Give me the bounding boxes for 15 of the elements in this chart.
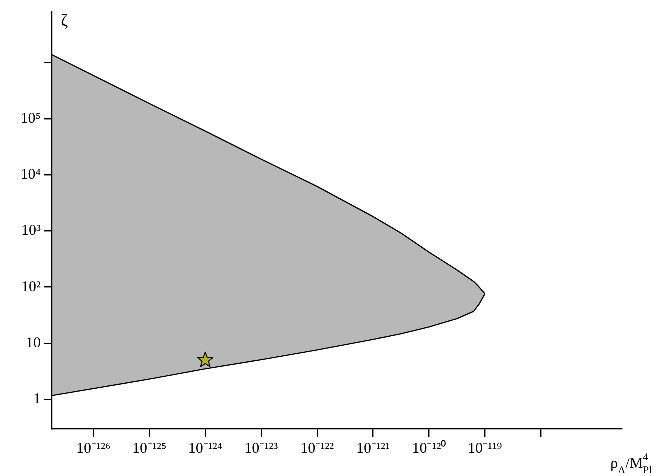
x-tick-label: 10⁻¹²⁶	[76, 440, 111, 457]
x-tick-label: 10⁻¹²⁵	[132, 440, 167, 457]
y-tick-label: 10³	[22, 223, 42, 240]
y-tick-label: 10²	[22, 279, 42, 296]
y-tick-label: 10	[26, 335, 41, 352]
x-tick-label: 10⁻¹²³	[244, 440, 279, 457]
x-tick-label: 10⁻¹²⁰	[412, 440, 446, 457]
y-tick-label: 1	[34, 392, 41, 408]
x-tick-label: 10⁻¹²⁴	[188, 440, 223, 457]
x-tick-label: 10⁻¹¹⁹	[468, 440, 502, 457]
y-axis-title: ζ	[61, 11, 68, 30]
x-tick-label: 10⁻¹²¹	[356, 440, 390, 457]
x-tick-label: 10⁻¹²²	[300, 440, 335, 457]
y-tick-label: 10⁵	[20, 110, 41, 127]
y-tick-label: 10⁴	[20, 166, 41, 183]
